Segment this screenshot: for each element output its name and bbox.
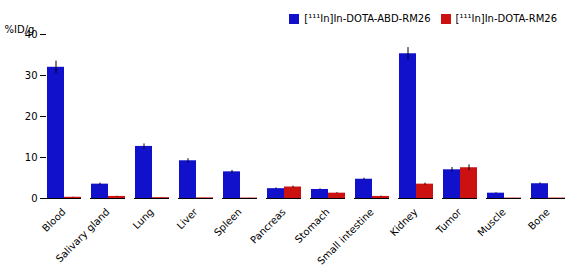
svg-text:Spleen: Spleen (212, 206, 244, 238)
svg-text:Pancreas: Pancreas (248, 206, 288, 246)
svg-text:Lung: Lung (131, 206, 156, 231)
svg-text:Blood: Blood (40, 206, 68, 234)
svg-text:20: 20 (25, 111, 38, 122)
svg-text:Stomach: Stomach (293, 206, 332, 245)
svg-text:Tumor: Tumor (433, 206, 464, 237)
html-text:[¹¹¹In]In-DOTA-RM26: [¹¹¹In]In-DOTA-RM26 (455, 13, 557, 24)
svg-text:30: 30 (25, 70, 38, 81)
svg-text:Muscle: Muscle (475, 206, 507, 238)
svg-text:Bone: Bone (526, 206, 552, 232)
html-text:[¹¹¹In]In-DOTA-ABD-RM26: [¹¹¹In]In-DOTA-ABD-RM26 (304, 13, 431, 24)
svg-text:Small intestine: Small intestine (315, 206, 375, 266)
svg-text:10: 10 (25, 152, 38, 163)
svg-text:Liver: Liver (175, 206, 201, 232)
svg-text:Salivary gland: Salivary gland (54, 206, 112, 264)
svg-text:0: 0 (31, 193, 37, 204)
svg-text:%ID/g: %ID/g (5, 24, 35, 35)
svg-text:Kidney: Kidney (388, 206, 420, 238)
